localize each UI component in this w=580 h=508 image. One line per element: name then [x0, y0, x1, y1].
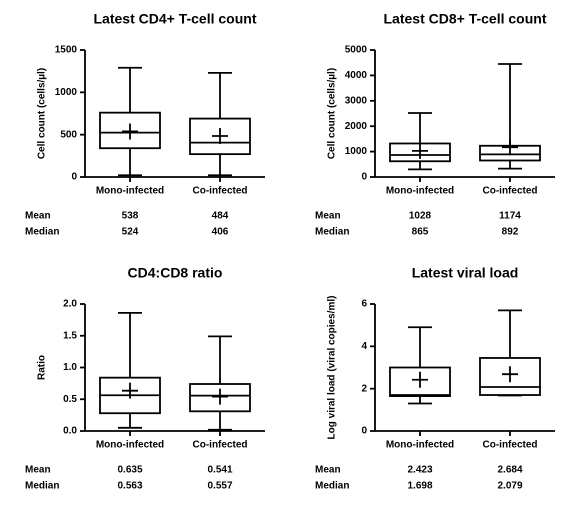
x-tick-label: Mono-infected	[386, 440, 454, 451]
y-tick-label: 4000	[345, 70, 368, 81]
y-tick-label: 4	[361, 341, 367, 352]
mean-marker	[212, 128, 228, 145]
y-tick-label: 0.0	[63, 426, 77, 437]
stat-label: Median	[25, 227, 59, 238]
stat-label: Mean	[25, 465, 51, 476]
median-value: 892	[502, 227, 519, 238]
y-tick-label: 500	[60, 129, 77, 140]
median-value: 0.563	[117, 481, 142, 492]
y-tick-label: 3000	[345, 95, 368, 106]
x-tick-label: Mono-infected	[96, 186, 164, 197]
y-tick-label: 2.0	[63, 299, 77, 310]
y-tick-label: 2	[361, 383, 367, 394]
y-tick-label: 0	[71, 172, 77, 183]
mean-value: 1028	[409, 211, 432, 222]
mean-value: 2.684	[497, 465, 522, 476]
y-tick-label: 6	[361, 299, 367, 310]
y-axis-label: Cell count (cells/µl)	[327, 68, 338, 159]
mean-marker	[502, 366, 518, 383]
median-value: 406	[212, 227, 229, 238]
x-tick-label: Co-infected	[483, 440, 538, 451]
y-axis-label: Cell count (cells/µl)	[37, 68, 48, 159]
x-tick-label: Co-infected	[483, 186, 538, 197]
x-tick-label: Mono-infected	[386, 186, 454, 197]
mean-marker	[212, 388, 228, 405]
y-tick-label: 1000	[345, 146, 368, 157]
mean-value: 0.541	[207, 465, 232, 476]
y-tick-label: 1500	[55, 45, 78, 56]
mean-marker	[412, 371, 428, 388]
mean-marker	[502, 139, 518, 156]
mean-value: 2.423	[407, 465, 432, 476]
x-tick-label: Co-infected	[193, 440, 248, 451]
stat-label: Median	[25, 481, 59, 492]
chart-title: CD4:CD8 ratio	[128, 265, 223, 281]
y-tick-label: 1.0	[63, 362, 77, 373]
mean-marker	[122, 382, 138, 399]
mean-value: 484	[212, 211, 229, 222]
median-value: 0.557	[207, 481, 232, 492]
mean-marker	[412, 142, 428, 159]
y-tick-label: 1000	[55, 87, 78, 98]
chart-title: Latest CD4+ T-cell count	[94, 11, 257, 27]
y-tick-label: 5000	[345, 45, 368, 56]
y-axis-label: Log viral load (viral copies/ml)	[327, 296, 338, 440]
median-value: 2.079	[497, 481, 522, 492]
x-tick-label: Mono-infected	[96, 440, 164, 451]
x-tick-label: Co-infected	[193, 186, 248, 197]
median-value: 524	[122, 227, 139, 238]
stat-label: Median	[315, 481, 349, 492]
y-tick-label: 0	[361, 172, 367, 183]
chart-title: Latest viral load	[412, 265, 519, 281]
y-axis-label: Ratio	[37, 355, 48, 380]
mean-value: 1174	[499, 211, 521, 222]
y-tick-label: 0.5	[63, 394, 77, 405]
mean-marker	[122, 123, 138, 140]
y-tick-label: 2000	[345, 121, 368, 132]
mean-value: 538	[122, 211, 139, 222]
chart-title: Latest CD8+ T-cell count	[384, 11, 547, 27]
stat-label: Mean	[315, 465, 341, 476]
median-value: 1.698	[407, 481, 432, 492]
y-tick-label: 0	[361, 426, 367, 437]
y-tick-label: 1.5	[63, 330, 77, 341]
mean-value: 0.635	[117, 465, 142, 476]
stat-label: Mean	[25, 211, 51, 222]
median-value: 865	[412, 227, 429, 238]
stat-label: Median	[315, 227, 349, 238]
stat-label: Mean	[315, 211, 341, 222]
